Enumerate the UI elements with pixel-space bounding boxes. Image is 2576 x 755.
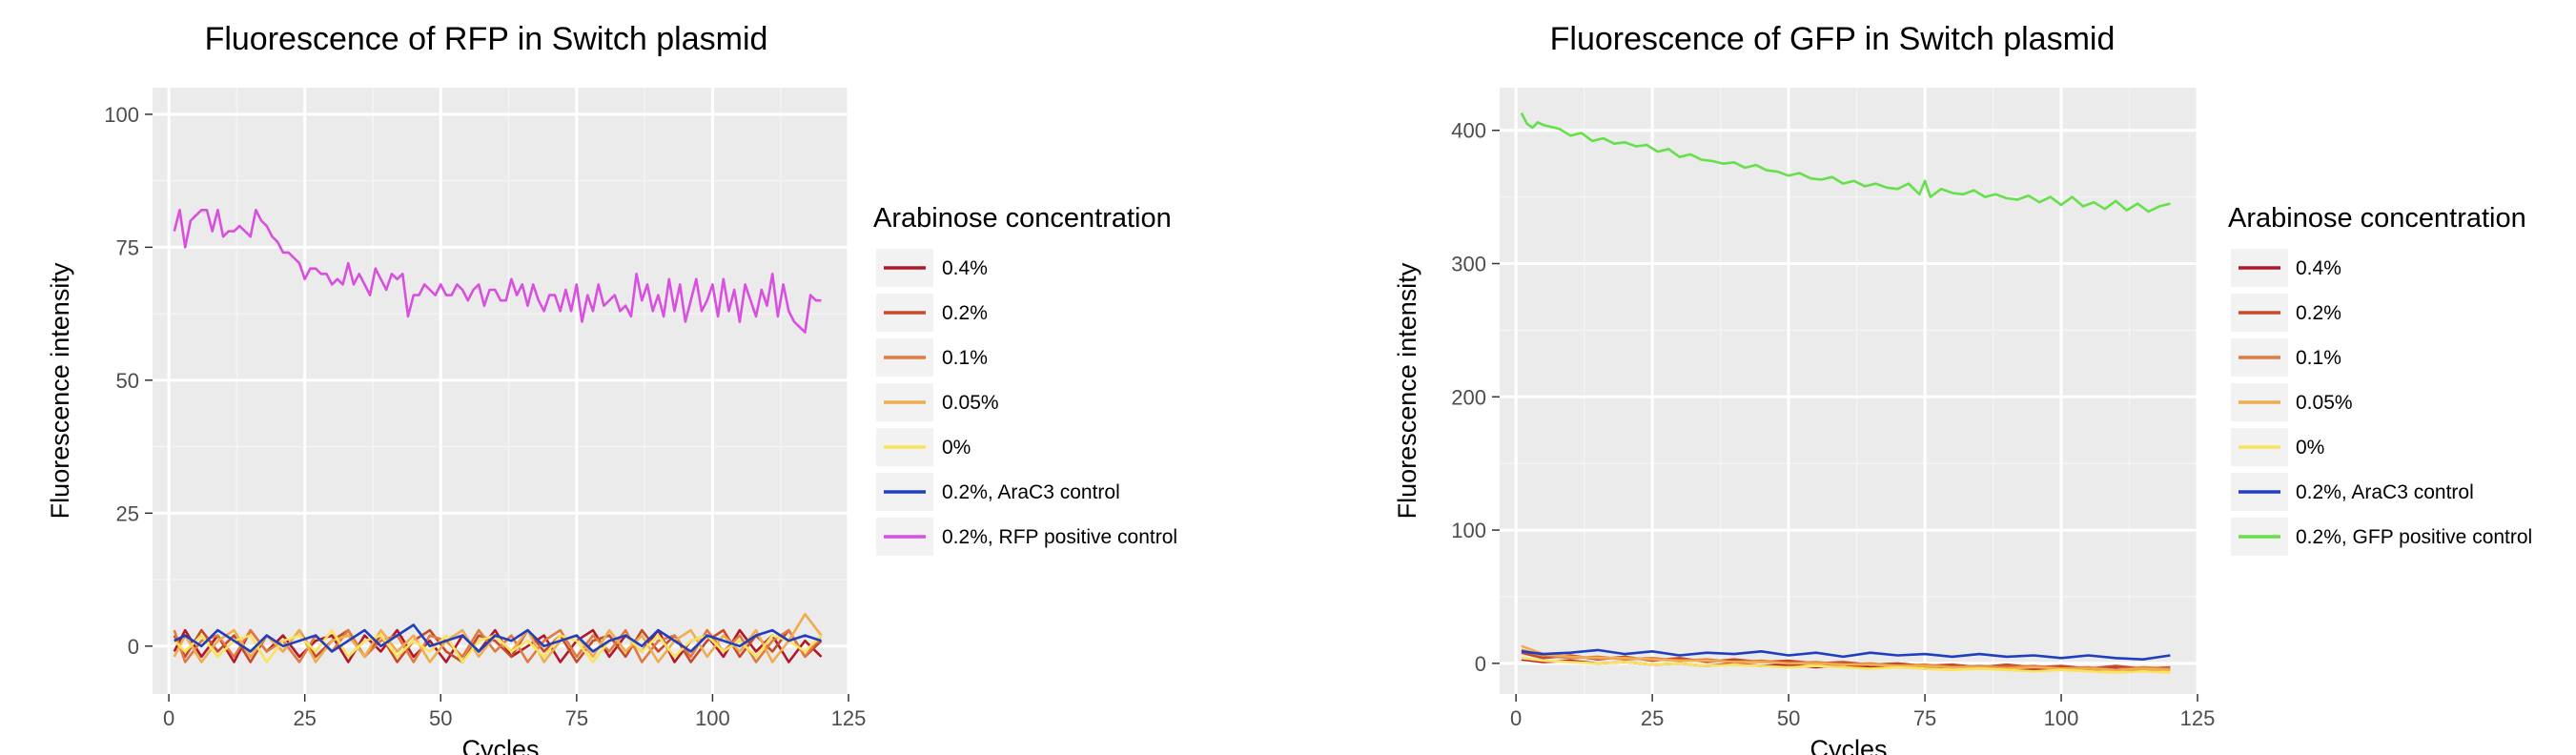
series-line-1 [173,628,823,663]
x-tick-label: 50 [429,706,452,730]
x-tick-label: 25 [1641,706,1664,730]
plot-panel [153,88,848,694]
y-tick-label: 400 [1451,119,1486,143]
x-tick-label: 100 [695,706,730,730]
y-tick-label: 25 [116,501,139,525]
series-line-7 [1520,112,2171,214]
y-tick-label: 0 [128,635,139,659]
series-line-5 [1521,657,2171,674]
legend-label-2: 0.2% [2296,302,2341,324]
legend-label-5: 0% [2296,437,2324,459]
x-tick-label: 125 [2180,706,2216,730]
series-line-7 [173,209,822,334]
x-tick-label: 0 [163,706,174,730]
legend-label-1: 0.4% [2296,257,2341,279]
x-tick-label: 75 [565,706,588,730]
x-tick-label: 75 [1913,706,1936,730]
x-axis-title: Cycles [461,735,539,755]
legend-label-6: 0.2%, AraC3 control [942,481,1120,503]
y-tick-label: 200 [1451,385,1486,409]
legend-label-2: 0.2% [942,302,988,324]
legend-label-4: 0.05% [2296,392,2353,414]
y-tick-label: 0 [1475,652,1486,676]
chart-title: Fluorescence of RFP in Switch plasmid [205,21,768,57]
y-axis-title: Fluorescence intensity [46,262,74,519]
x-tick-label: 50 [1777,706,1800,730]
legend-title: Arabinose concentration [873,203,1172,234]
x-tick-label: 0 [1510,706,1522,730]
x-axis-title: Cycles [1809,735,1887,755]
y-tick-label: 75 [116,235,139,259]
y-axis-title: Fluorescence intensity [1393,262,1421,519]
legend-label-5: 0% [942,437,971,459]
legend-label-1: 0.4% [942,257,988,279]
legend-title: Arabinose concentration [2228,203,2526,234]
chart-1: Fluorescence of RFP in Switch plasmid 0 25… [46,21,1177,755]
y-tick-label: 100 [1451,519,1486,542]
chart-title: Fluorescence of GFP in Switch plasmid [1550,21,2116,57]
series-line-4 [1521,644,2171,672]
series-line-2 [1521,651,2171,670]
chart-2: Fluorescence of GFP in Switch plasmid 0 25… [1393,21,2532,755]
y-tick-label: 300 [1451,253,1486,276]
y-tick-label: 50 [116,369,139,393]
legend-label-7: 0.2%, GFP positive control [2296,526,2532,548]
plot-panel [1500,88,2198,694]
legend-label-3: 0.1% [2296,347,2341,369]
legend-label-6: 0.2%, AraC3 control [2296,481,2474,503]
series-line-6 [174,623,822,653]
legend-label-4: 0.05% [942,392,999,414]
x-tick-label: 25 [293,706,316,730]
x-tick-label: 100 [2044,706,2079,730]
x-tick-label: 125 [831,706,867,730]
legend-label-7: 0.2%, RFP positive control [942,526,1177,548]
series-line-6 [1521,648,2171,661]
legend-label-3: 0.1% [942,347,988,369]
y-tick-label: 100 [104,103,139,127]
